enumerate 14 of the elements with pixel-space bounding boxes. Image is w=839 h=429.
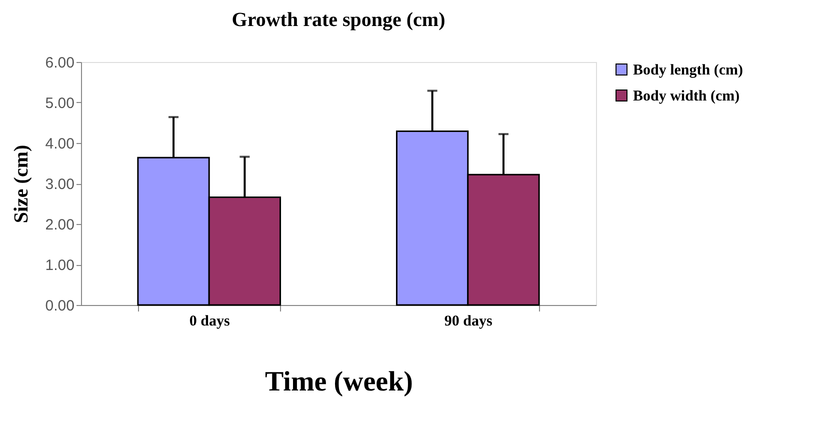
- legend-label: Body width (cm): [633, 88, 740, 104]
- y-tick-label: 3.00: [45, 176, 74, 193]
- y-tick-label: 0.00: [45, 298, 74, 314]
- x-axis-title: Time (week): [265, 366, 413, 398]
- y-tick-label: 2.00: [45, 216, 74, 234]
- y-tick-label: 4.00: [45, 136, 74, 152]
- chart-title: Growth rate sponge (cm): [232, 9, 446, 31]
- legend-label: Body length (cm): [633, 62, 743, 78]
- y-tick-label: 6.00: [45, 54, 74, 72]
- y-tick-label: 1.00: [45, 257, 74, 274]
- y-tick-label: 5.00: [45, 95, 74, 112]
- y-axis-title: Size (cm): [10, 144, 32, 224]
- x-tick-label: 0 days: [189, 314, 230, 330]
- x-tick-label: 90 days: [444, 314, 493, 330]
